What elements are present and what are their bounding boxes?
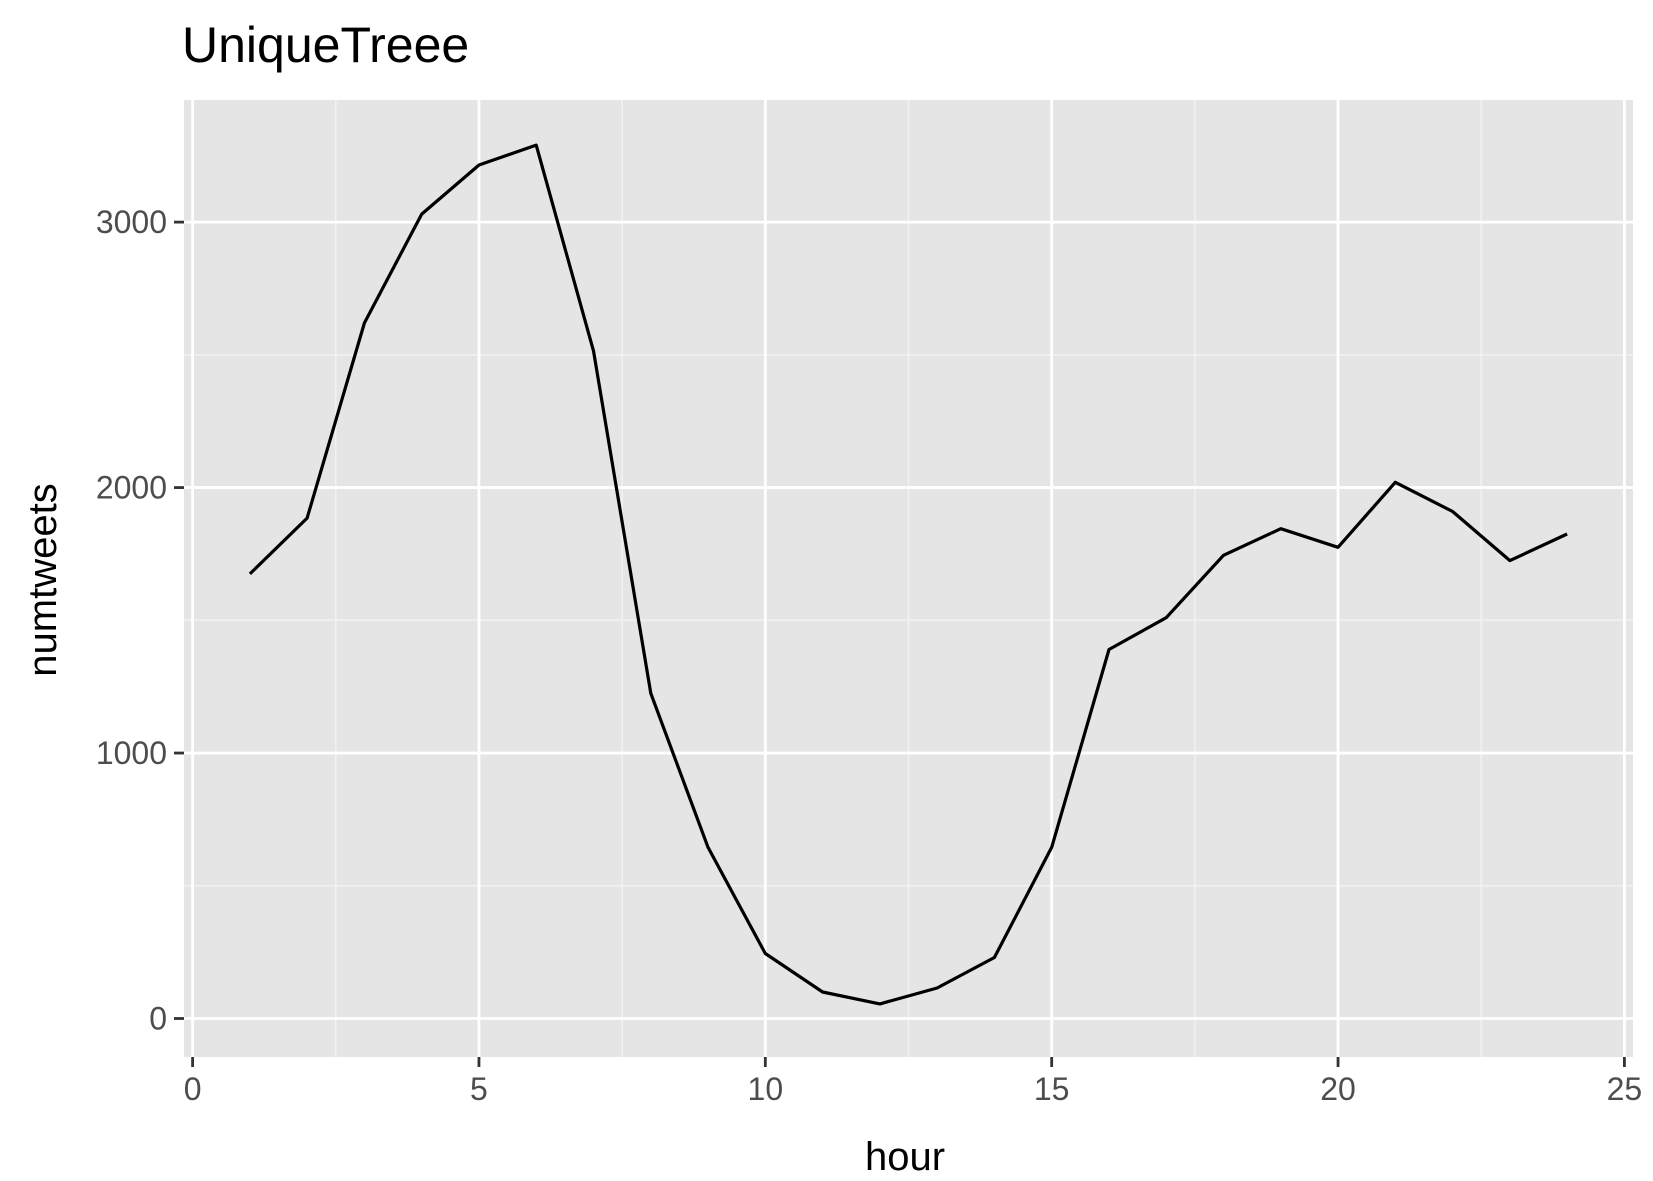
minor-gridlines xyxy=(184,100,1633,1057)
x-tick-label: 15 xyxy=(1034,1071,1070,1107)
x-tick-label: 25 xyxy=(1607,1071,1643,1107)
y-tick-label: 0 xyxy=(149,1001,167,1037)
major-gridlines xyxy=(184,100,1633,1057)
data-series xyxy=(248,143,1568,1006)
y-axis-title: numtweets xyxy=(21,483,65,676)
x-axis: 0 5 10 15 20 25 xyxy=(184,1057,1643,1107)
series-line xyxy=(248,143,1568,1006)
y-axis: 0 1000 2000 3000 xyxy=(96,204,184,1037)
y-tick-label: 3000 xyxy=(96,204,167,240)
y-tick-label: 2000 xyxy=(96,470,167,506)
x-tick-label: 0 xyxy=(184,1071,202,1107)
x-tick-label: 5 xyxy=(470,1071,488,1107)
chart-title: UniqueTreee xyxy=(182,17,469,73)
x-tick-label: 20 xyxy=(1320,1071,1356,1107)
x-axis-title: hour xyxy=(865,1135,945,1179)
y-tick-label: 1000 xyxy=(96,735,167,771)
x-tick-label: 10 xyxy=(748,1071,784,1107)
